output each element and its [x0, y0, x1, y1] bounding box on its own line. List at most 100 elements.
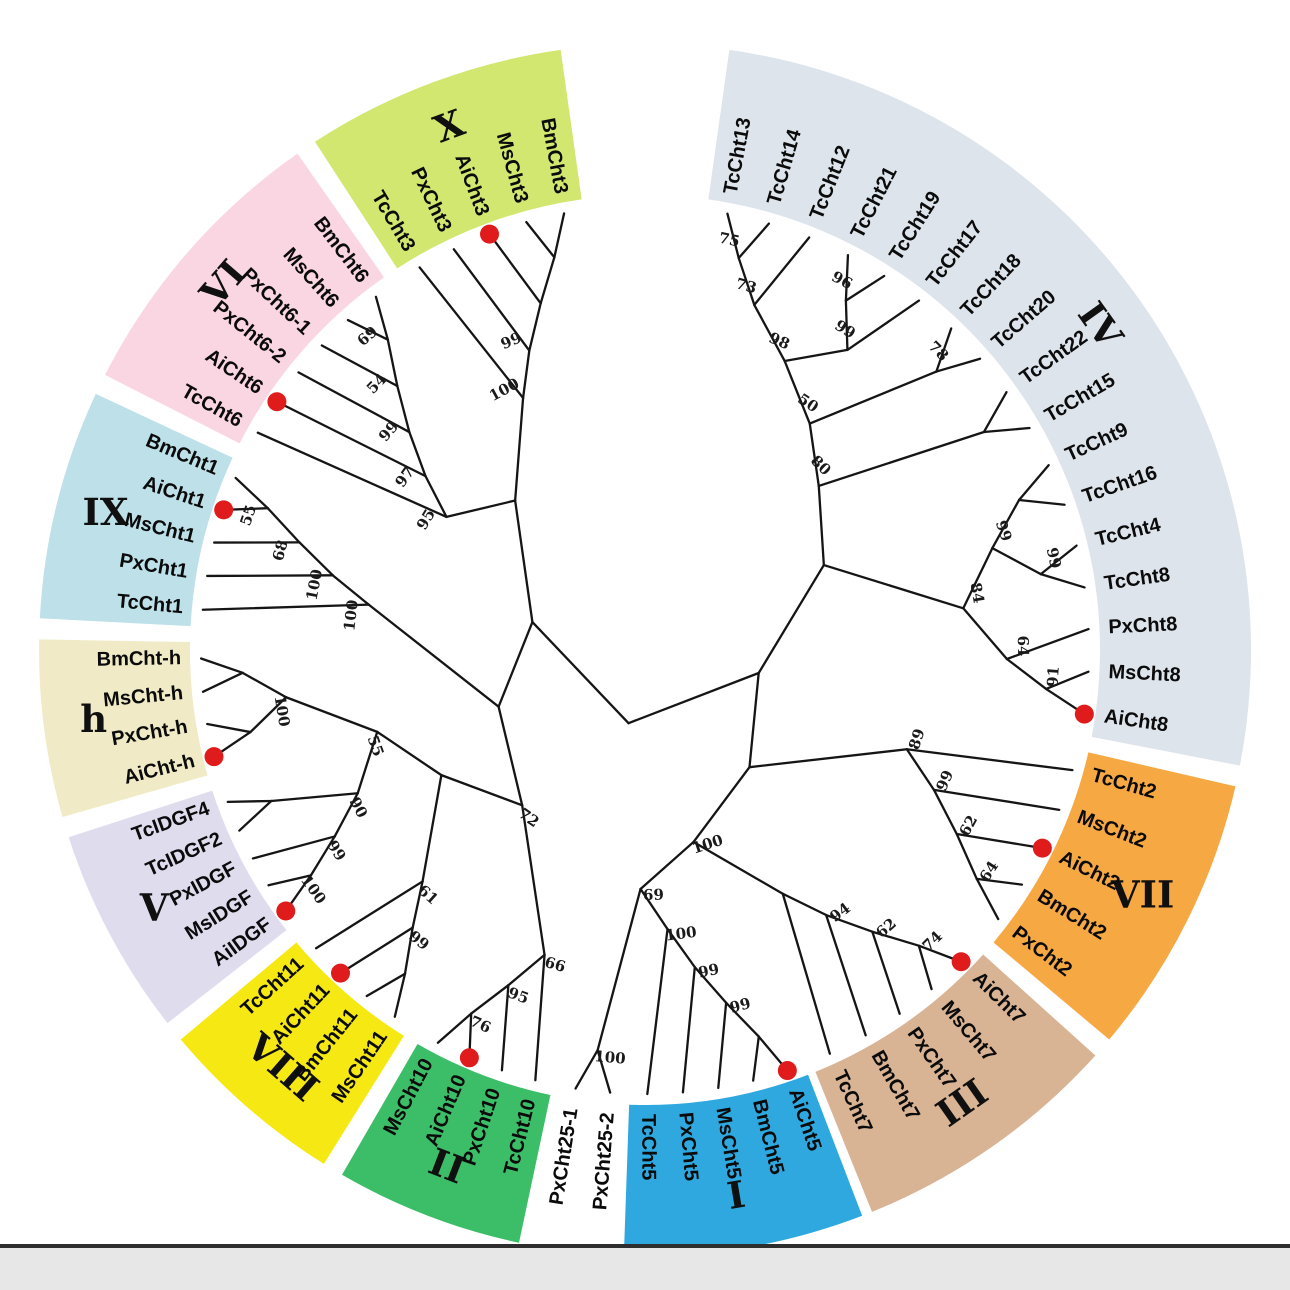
tree-branch: [1017, 498, 1066, 506]
bootstrap-value: 75: [717, 229, 741, 251]
leaf-label-PxCht25-1: PxCht25-1: [546, 1106, 583, 1206]
tree-branch: [367, 603, 500, 708]
leaf-label-MsCht8: MsCht8: [1108, 661, 1181, 687]
tree-branch: [528, 302, 542, 352]
tree-branch: [627, 671, 760, 725]
tree-branch: [822, 563, 965, 610]
tree-branch: [932, 788, 1061, 811]
bootstrap-value: 91: [1043, 665, 1062, 687]
group-label-V: V: [139, 886, 170, 930]
tree-branch: [748, 671, 760, 769]
tree-branch: [1044, 670, 1090, 691]
tree-branch: [333, 792, 359, 838]
group-sector-h: [38, 639, 208, 818]
tree-branch: [1005, 657, 1048, 691]
tree-branch: [982, 426, 1031, 434]
tree-branch: [753, 236, 811, 307]
leaf-label-PxCht8: PxCht8: [1108, 613, 1178, 638]
bootstrap-value: 69: [643, 886, 664, 905]
tree-branch: [365, 972, 407, 998]
tree-branch: [320, 344, 399, 388]
bootstrap-value: 97: [391, 463, 418, 490]
tree-branch: [424, 475, 448, 519]
bootstrap-value: 54: [363, 370, 390, 397]
tree-branch: [346, 318, 389, 341]
bootstrap-value: 94: [826, 899, 853, 926]
tree-branch: [693, 965, 728, 1004]
bootstrap-value: 78: [925, 337, 953, 364]
tree-branch: [724, 1001, 760, 1038]
tree-branch: [411, 880, 424, 929]
marked-species-dot: [1032, 838, 1052, 858]
leaf-label-PxCht25-2: PxCht25-2: [589, 1112, 619, 1211]
tree-branch: [525, 220, 556, 259]
group-label-h: h: [80, 697, 107, 741]
bootstrap-value: 99: [697, 960, 721, 982]
marked-species-dot: [330, 963, 350, 983]
marked-species-dot: [214, 500, 234, 520]
tree-branch: [726, 212, 740, 260]
bootstrap-value: 66: [543, 953, 568, 976]
tree-branch: [692, 766, 751, 844]
tree-branch: [783, 348, 849, 363]
tree-branch: [497, 620, 534, 708]
tree-branch: [975, 877, 1024, 886]
bootstrap-value: 95: [505, 983, 531, 1007]
tree-branch: [507, 953, 546, 987]
bootstrap-value: 100: [486, 374, 522, 405]
tree-branch: [403, 926, 414, 975]
tree-branch: [234, 476, 269, 510]
tree-branch: [982, 391, 1008, 434]
tree-branch: [534, 953, 546, 1082]
tree-branch: [932, 788, 958, 836]
marked-species-dot: [951, 952, 971, 972]
tree-branch: [991, 498, 1021, 550]
tree-branch: [297, 371, 411, 434]
bootstrap-value: 99: [831, 316, 858, 342]
group-label-IX: IX: [83, 490, 129, 534]
tree-branch: [356, 730, 379, 795]
tree-branch: [488, 232, 542, 305]
marked-species-dot: [1074, 704, 1094, 724]
bootstrap-value: 96: [829, 267, 856, 293]
bootstrap-value: 64: [1014, 635, 1032, 656]
tree-branch: [1005, 627, 1090, 661]
tree-branch: [844, 274, 886, 302]
tree-branch: [817, 430, 986, 488]
tree-branch: [975, 877, 1000, 921]
tree-branch: [639, 840, 695, 891]
tree-branch: [256, 431, 448, 519]
tree-branch: [513, 499, 534, 624]
bootstrap-value: 55: [236, 502, 260, 528]
bootstrap-value: 69: [354, 322, 382, 349]
group-sector-VII: [993, 752, 1236, 1040]
tree-branch: [445, 499, 517, 519]
tree-branch: [781, 892, 831, 1055]
tree-branch: [270, 792, 359, 803]
tree-branch: [692, 840, 784, 895]
tree-branch: [339, 926, 414, 975]
tree-branch: [783, 359, 811, 425]
tree-branch: [935, 357, 982, 373]
tree-branch: [408, 430, 427, 478]
tree-branch: [1017, 464, 1050, 502]
tree-branch: [298, 541, 334, 577]
tree-branch: [226, 799, 273, 804]
tree-branch: [513, 396, 525, 502]
bootstrap-value: 100: [690, 831, 725, 858]
bootstrap-value: 99: [498, 328, 524, 353]
tree-branch: [421, 773, 443, 883]
bootstrap-value: 99: [1043, 546, 1065, 570]
tree-branch: [201, 603, 370, 611]
tree-branch: [808, 422, 820, 488]
bootstrap-value: 99: [323, 837, 349, 864]
tree-branch: [331, 574, 370, 606]
tree-branch: [241, 671, 288, 699]
bootstrap-value: 73: [734, 274, 759, 297]
bootstrap-value: 68: [269, 538, 292, 563]
group-sector-I: [623, 1074, 863, 1256]
bootstrap-value: 100: [303, 568, 327, 602]
tree-branch: [955, 832, 978, 880]
